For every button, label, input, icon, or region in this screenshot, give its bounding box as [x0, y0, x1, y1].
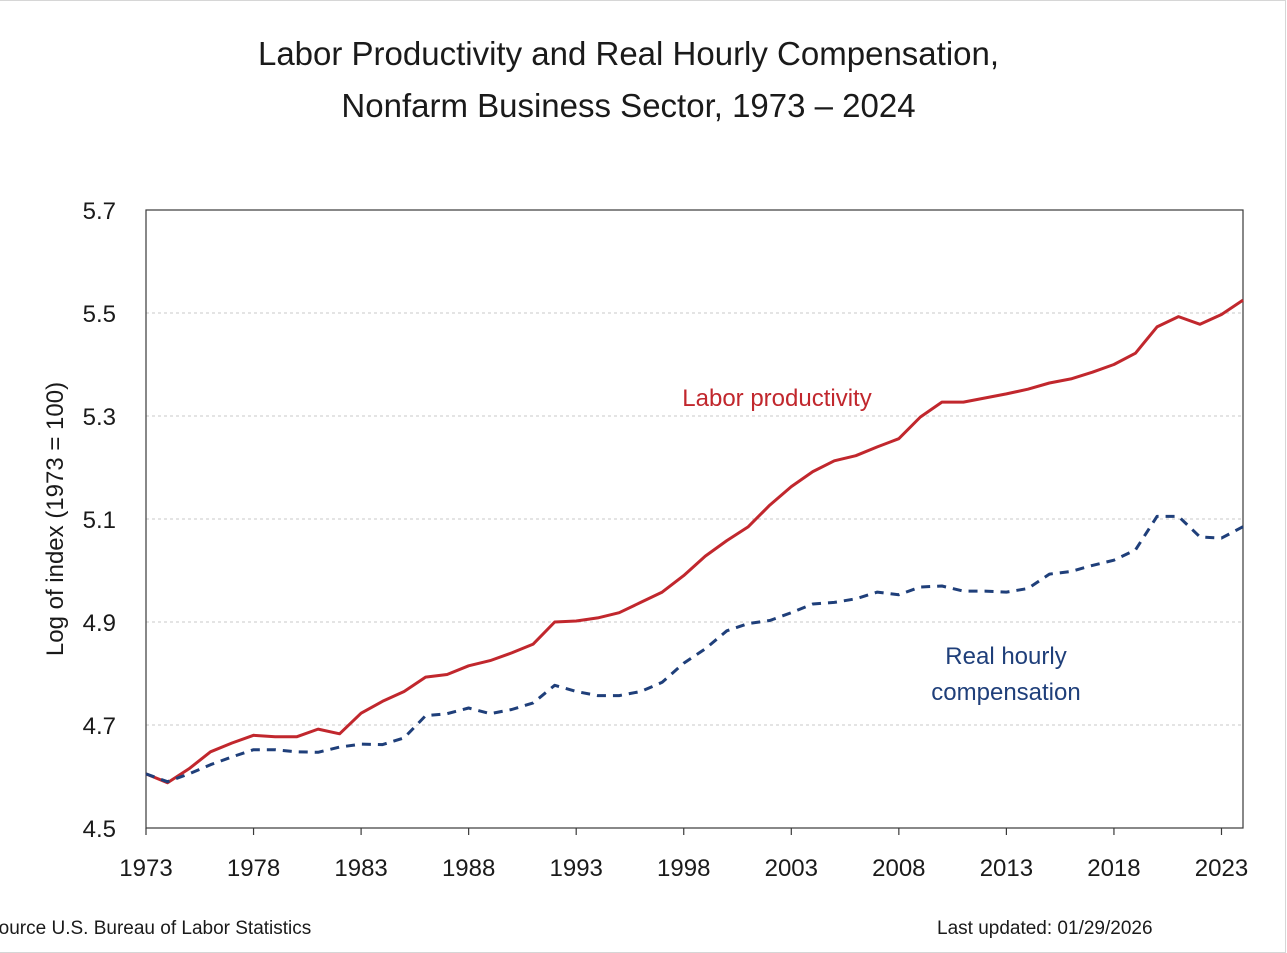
x-tick-label: 1998 — [657, 855, 710, 882]
x-tick-label: 2018 — [1087, 855, 1140, 882]
series-label: compensation — [931, 679, 1080, 706]
y-tick-label: 5.5 — [83, 301, 116, 328]
x-tick-label: 1988 — [442, 855, 495, 882]
x-tick-label: 1983 — [334, 855, 387, 882]
y-tick-label: 5.1 — [83, 507, 116, 534]
x-tick-label: 1978 — [227, 855, 280, 882]
y-axis-label: Log of index (1973 = 100) — [42, 382, 69, 656]
x-tick-label: 2008 — [872, 855, 925, 882]
y-tick-label: 4.5 — [83, 816, 116, 843]
x-tick-label: 2023 — [1195, 855, 1248, 882]
series-label: Labor productivity — [682, 385, 871, 412]
x-tick-label: 2013 — [980, 855, 1033, 882]
last-updated-note: Last updated: 01/29/2026 — [937, 918, 1153, 939]
source-note: Source U.S. Bureau of Labor Statistics — [0, 918, 312, 939]
chart-title-line2: Nonfarm Business Sector, 1973 – 2024 — [341, 87, 916, 124]
chart-title-line1: Labor Productivity and Real Hourly Compe… — [257, 35, 1000, 72]
x-tick-label: 2003 — [765, 855, 818, 882]
y-tick-label: 5.3 — [83, 404, 116, 431]
series-line-labor-productivity — [145, 298, 1244, 785]
x-tick-label: 1993 — [550, 855, 603, 882]
plot-area-border — [145, 209, 1244, 829]
series-line-real-hourly-compensation — [145, 514, 1244, 784]
x-tick-label: 1973 — [119, 855, 172, 882]
y-tick-label: 4.7 — [83, 713, 116, 740]
y-tick-label: 5.7 — [83, 198, 116, 225]
series-label: Real hourly — [945, 643, 1066, 670]
y-tick-label: 4.9 — [83, 610, 116, 637]
